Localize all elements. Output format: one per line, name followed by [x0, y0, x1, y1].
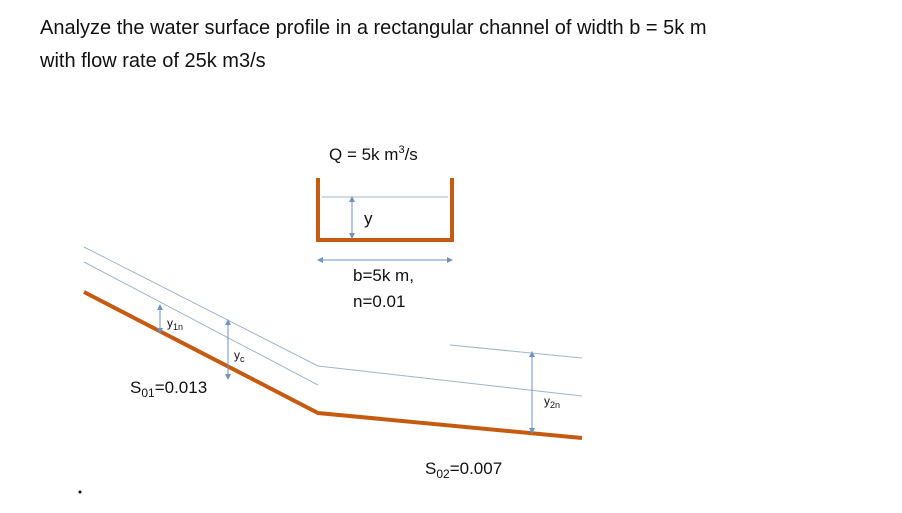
label-base: y	[544, 394, 550, 408]
profile: y1n yc y2n S01=0.013 S02=0.007	[83, 246, 583, 481]
water-line	[83, 246, 319, 367]
cross-section: Q = 5k m3/s y b=5k m, n=0.01	[316, 144, 454, 311]
label-sub: 01	[141, 386, 155, 400]
dot	[78, 490, 82, 494]
y1n-label: y1n	[167, 316, 183, 332]
question-line: with flow rate of 25k m3/s	[39, 50, 266, 72]
flow-text: Q = 5k m	[329, 145, 398, 164]
label-tail: =0.013	[155, 378, 207, 397]
flow-label: Q = 5k m3/s	[329, 144, 418, 164]
label-sub: 02	[436, 467, 450, 481]
slope2-label: S02=0.007	[425, 459, 502, 481]
label-base: y	[167, 316, 173, 330]
channel-bed	[83, 290, 583, 440]
channel-walls	[316, 178, 454, 242]
label-base: S	[130, 378, 141, 397]
depth-label: y	[364, 209, 373, 228]
y2n-label: y2n	[544, 394, 560, 410]
label-tail: =0.007	[450, 459, 502, 478]
label-base: S	[425, 459, 436, 478]
flow-sup: 3	[398, 144, 404, 156]
label-sub: 2n	[550, 400, 560, 410]
question-line: Analyze the water surface profile in a r…	[40, 17, 706, 39]
flow-tail: /s	[405, 145, 418, 164]
label-sub: 1n	[173, 322, 183, 332]
slope1-label: S01=0.013	[130, 378, 207, 400]
water-line	[317, 365, 583, 397]
label-sub: c	[240, 354, 245, 364]
yc-label: yc	[234, 348, 245, 364]
roughness-label: n=0.01	[353, 292, 405, 311]
width-label: b=5k m,	[353, 266, 414, 285]
water-line	[449, 344, 583, 359]
water-line	[83, 261, 319, 386]
label-base: y	[234, 348, 240, 362]
